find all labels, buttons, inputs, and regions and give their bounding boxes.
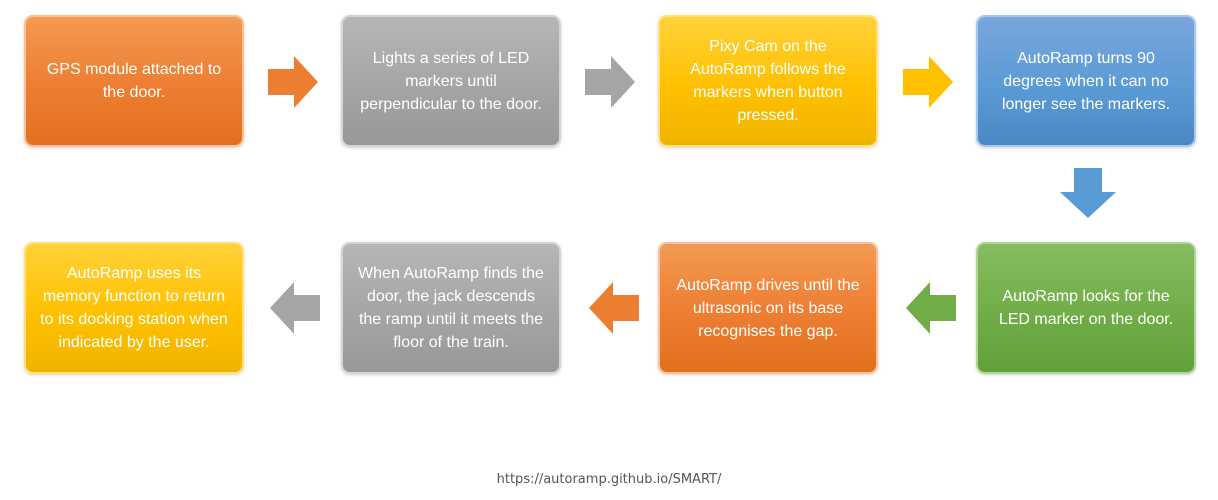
step-8-box: AutoRamp uses its memory function to ret… — [24, 242, 244, 374]
step-8-text: AutoRamp uses its memory function to ret… — [40, 265, 228, 351]
step-2-text: Lights a series of LED markers until per… — [360, 49, 542, 113]
step-1-text: GPS module attached to the door. — [46, 61, 222, 101]
arrow-left-icon — [270, 282, 320, 339]
arrow-right-icon — [268, 56, 318, 113]
step-3-text: Pixy Cam on the AutoRamp follows the mar… — [690, 38, 846, 124]
arrow-left-icon — [906, 282, 956, 339]
step-3-box: Pixy Cam on the AutoRamp follows the mar… — [658, 15, 878, 147]
step-5-text: AutoRamp looks for the LED marker on the… — [998, 288, 1174, 328]
arrow-right-icon — [903, 56, 953, 113]
step-4-text: AutoRamp turns 90 degrees when it can no… — [1001, 49, 1171, 113]
arrow-left-icon — [589, 282, 639, 339]
arrow-right-icon — [585, 56, 635, 113]
arrow-down-icon — [1060, 168, 1116, 223]
step-1-box: GPS module attached to the door. — [24, 15, 244, 147]
step-2-box: Lights a series of LED markers until per… — [341, 15, 561, 147]
step-7-text: When AutoRamp finds the door, the jack d… — [358, 265, 544, 351]
step-4-box: AutoRamp turns 90 degrees when it can no… — [976, 15, 1196, 147]
step-7-box: When AutoRamp finds the door, the jack d… — [341, 242, 561, 374]
step-6-box: AutoRamp drives until the ultrasonic on … — [658, 242, 878, 374]
source-url: https://autoramp.github.io/SMART/ — [496, 472, 722, 487]
step-6-text: AutoRamp drives until the ultrasonic on … — [676, 276, 860, 340]
step-5-box: AutoRamp looks for the LED marker on the… — [976, 242, 1196, 374]
